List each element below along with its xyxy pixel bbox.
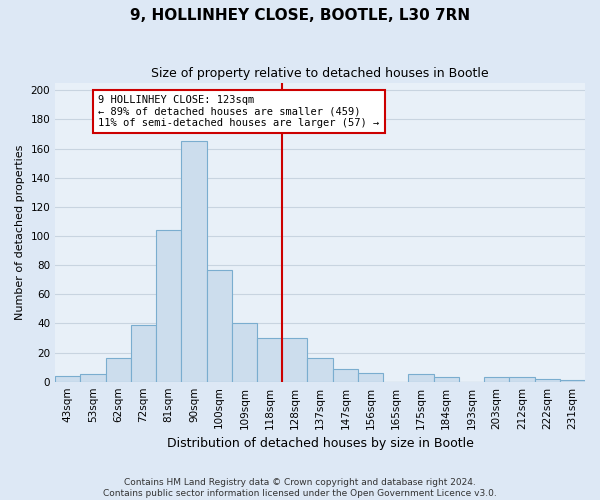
Title: Size of property relative to detached houses in Bootle: Size of property relative to detached ho… [151,68,489,80]
Bar [181,142,206,382]
Bar [358,373,383,382]
Text: Contains HM Land Registry data © Crown copyright and database right 2024.
Contai: Contains HM Land Registry data © Crown c… [103,478,497,498]
Bar [206,270,232,382]
Bar [156,230,181,382]
Text: 9, HOLLINHEY CLOSE, BOOTLE, L30 7RN: 9, HOLLINHEY CLOSE, BOOTLE, L30 7RN [130,8,470,22]
Bar [484,378,509,382]
Bar [535,379,560,382]
Bar [106,358,131,382]
Text: 9 HOLLINHEY CLOSE: 123sqm
← 89% of detached houses are smaller (459)
11% of semi: 9 HOLLINHEY CLOSE: 123sqm ← 89% of detac… [98,94,379,128]
Bar [409,374,434,382]
Bar [257,338,282,382]
Bar [332,368,358,382]
Bar [282,338,307,382]
Bar [434,378,459,382]
Bar [232,324,257,382]
Bar [80,374,106,382]
Bar [131,325,156,382]
Bar [560,380,585,382]
Bar [307,358,332,382]
X-axis label: Distribution of detached houses by size in Bootle: Distribution of detached houses by size … [167,437,473,450]
Y-axis label: Number of detached properties: Number of detached properties [15,144,25,320]
Bar [509,378,535,382]
Bar [55,376,80,382]
